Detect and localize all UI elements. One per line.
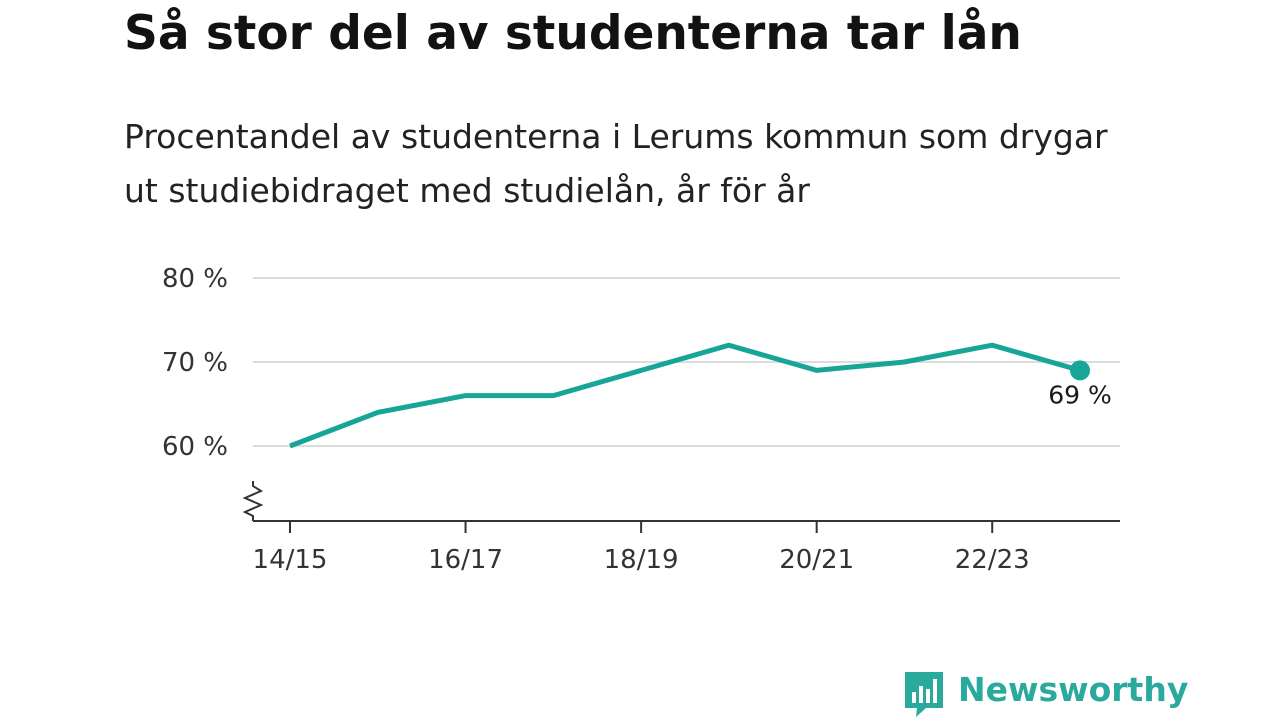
x-tick-label: 14/15 (253, 545, 328, 575)
y-tick-label: 60 % (162, 432, 228, 462)
end-value-label: 69 % (1048, 380, 1112, 409)
x-tick-label: 22/23 (955, 545, 1030, 575)
x-tick-label: 18/19 (604, 545, 679, 575)
y-tick-label: 80 % (162, 264, 228, 294)
x-axis-tick-labels: 14/15 16/17 18/19 20/21 22/23 (253, 521, 1030, 575)
x-tick-label: 16/17 (428, 545, 503, 575)
x-tick-label: 20/21 (779, 545, 854, 575)
series: 69 % (289, 342, 1112, 449)
y-axis-tick-labels: 60 % 70 % 80 % (162, 264, 228, 462)
chart-title: Så stor del av studenterna tar lån (124, 6, 1022, 61)
newsworthy-logo-icon (905, 672, 943, 717)
newsworthy-logo: Newsworthy (902, 670, 1188, 718)
brand-name: Newsworthy (958, 670, 1189, 709)
gridlines (253, 277, 1120, 447)
end-point (1070, 360, 1090, 381)
axis-break-icon (242, 481, 264, 521)
series-line (289, 342, 1081, 449)
y-tick-label: 70 % (162, 348, 228, 378)
chart-subtitle: Procentandel av studenterna i Lerums kom… (124, 117, 1108, 210)
line-chart: 60 % 70 % 80 % 14/15 16/17 18/19 20/21 22/23 6… (162, 264, 1120, 575)
x-axis (242, 481, 1120, 522)
